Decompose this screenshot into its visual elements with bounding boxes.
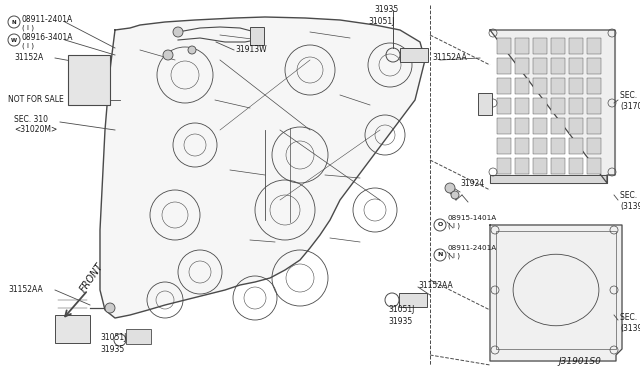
Text: 31051J: 31051J bbox=[368, 17, 394, 26]
Bar bbox=[533, 58, 547, 74]
Text: ( I ): ( I ) bbox=[22, 43, 34, 49]
Polygon shape bbox=[490, 175, 607, 183]
Bar bbox=[587, 138, 601, 154]
Bar bbox=[515, 58, 529, 74]
Text: O: O bbox=[437, 222, 443, 228]
Bar bbox=[551, 118, 565, 134]
Bar bbox=[569, 58, 583, 74]
Polygon shape bbox=[490, 225, 622, 361]
Text: N: N bbox=[437, 253, 443, 257]
Polygon shape bbox=[100, 17, 425, 318]
Text: SEC. 317: SEC. 317 bbox=[620, 92, 640, 100]
Bar bbox=[497, 118, 511, 134]
Text: ( I ): ( I ) bbox=[448, 223, 460, 229]
Bar bbox=[515, 138, 529, 154]
Bar bbox=[533, 78, 547, 94]
Bar bbox=[515, 158, 529, 174]
Text: 31924: 31924 bbox=[460, 179, 484, 187]
Bar bbox=[497, 98, 511, 114]
Text: 31051J: 31051J bbox=[388, 305, 414, 314]
Circle shape bbox=[173, 27, 183, 37]
Bar bbox=[551, 158, 565, 174]
Text: FRONT: FRONT bbox=[78, 262, 105, 295]
Bar bbox=[587, 78, 601, 94]
Circle shape bbox=[445, 183, 455, 193]
Text: 31935: 31935 bbox=[388, 317, 412, 327]
Bar bbox=[515, 38, 529, 54]
Bar bbox=[587, 118, 601, 134]
Bar bbox=[551, 98, 565, 114]
Bar bbox=[533, 38, 547, 54]
Bar bbox=[497, 138, 511, 154]
Bar bbox=[587, 58, 601, 74]
Bar bbox=[533, 98, 547, 114]
Bar bbox=[478, 93, 492, 115]
Bar bbox=[399, 293, 427, 307]
Bar bbox=[587, 158, 601, 174]
Text: SEC. 311: SEC. 311 bbox=[620, 192, 640, 201]
Bar bbox=[497, 58, 511, 74]
Text: 31152AA: 31152AA bbox=[418, 280, 452, 289]
Text: ( I ): ( I ) bbox=[22, 25, 34, 31]
Bar bbox=[250, 27, 264, 45]
Bar bbox=[569, 78, 583, 94]
Text: 31152A: 31152A bbox=[14, 54, 44, 62]
Bar bbox=[533, 118, 547, 134]
Text: 31935: 31935 bbox=[374, 6, 398, 15]
Bar bbox=[587, 38, 601, 54]
Bar bbox=[551, 138, 565, 154]
Bar bbox=[515, 118, 529, 134]
Bar bbox=[497, 78, 511, 94]
Text: (31397): (31397) bbox=[620, 202, 640, 211]
Bar bbox=[515, 98, 529, 114]
Text: 31913W: 31913W bbox=[235, 45, 267, 55]
Text: SEC. 311: SEC. 311 bbox=[620, 314, 640, 323]
Text: 31935: 31935 bbox=[100, 346, 124, 355]
Bar bbox=[515, 78, 529, 94]
Bar bbox=[569, 138, 583, 154]
Bar bbox=[68, 55, 110, 105]
Text: NOT FOR SALE: NOT FOR SALE bbox=[8, 96, 64, 105]
Bar bbox=[496, 231, 616, 349]
Bar bbox=[55, 315, 90, 343]
Bar bbox=[497, 158, 511, 174]
Text: 31152AA: 31152AA bbox=[432, 54, 467, 62]
Text: 08916-3401A: 08916-3401A bbox=[22, 33, 74, 42]
Bar bbox=[400, 48, 428, 62]
Bar bbox=[551, 58, 565, 74]
Bar bbox=[551, 38, 565, 54]
Text: (31390): (31390) bbox=[620, 324, 640, 333]
Bar bbox=[551, 78, 565, 94]
Text: 31152AA: 31152AA bbox=[8, 285, 43, 295]
Bar bbox=[587, 98, 601, 114]
Text: ( I ): ( I ) bbox=[448, 253, 460, 259]
Text: 08915-1401A: 08915-1401A bbox=[448, 215, 497, 221]
Bar bbox=[126, 329, 151, 344]
Bar bbox=[533, 138, 547, 154]
Polygon shape bbox=[490, 30, 615, 183]
Text: <31020M>: <31020M> bbox=[14, 125, 57, 135]
Bar bbox=[569, 118, 583, 134]
Text: W: W bbox=[11, 38, 17, 42]
Circle shape bbox=[163, 50, 173, 60]
Bar bbox=[569, 158, 583, 174]
Text: N: N bbox=[12, 19, 16, 25]
Bar bbox=[569, 38, 583, 54]
Circle shape bbox=[188, 46, 196, 54]
Text: SEC. 310: SEC. 310 bbox=[14, 115, 48, 125]
Text: 31051J: 31051J bbox=[100, 334, 126, 343]
Bar bbox=[569, 98, 583, 114]
Bar bbox=[533, 158, 547, 174]
Circle shape bbox=[451, 191, 459, 199]
Text: J31901S0: J31901S0 bbox=[558, 357, 601, 366]
Text: (31705): (31705) bbox=[620, 102, 640, 110]
Bar bbox=[497, 38, 511, 54]
Text: 08911-2401A: 08911-2401A bbox=[448, 245, 497, 251]
Text: 08911-2401A: 08911-2401A bbox=[22, 16, 73, 25]
Circle shape bbox=[105, 303, 115, 313]
